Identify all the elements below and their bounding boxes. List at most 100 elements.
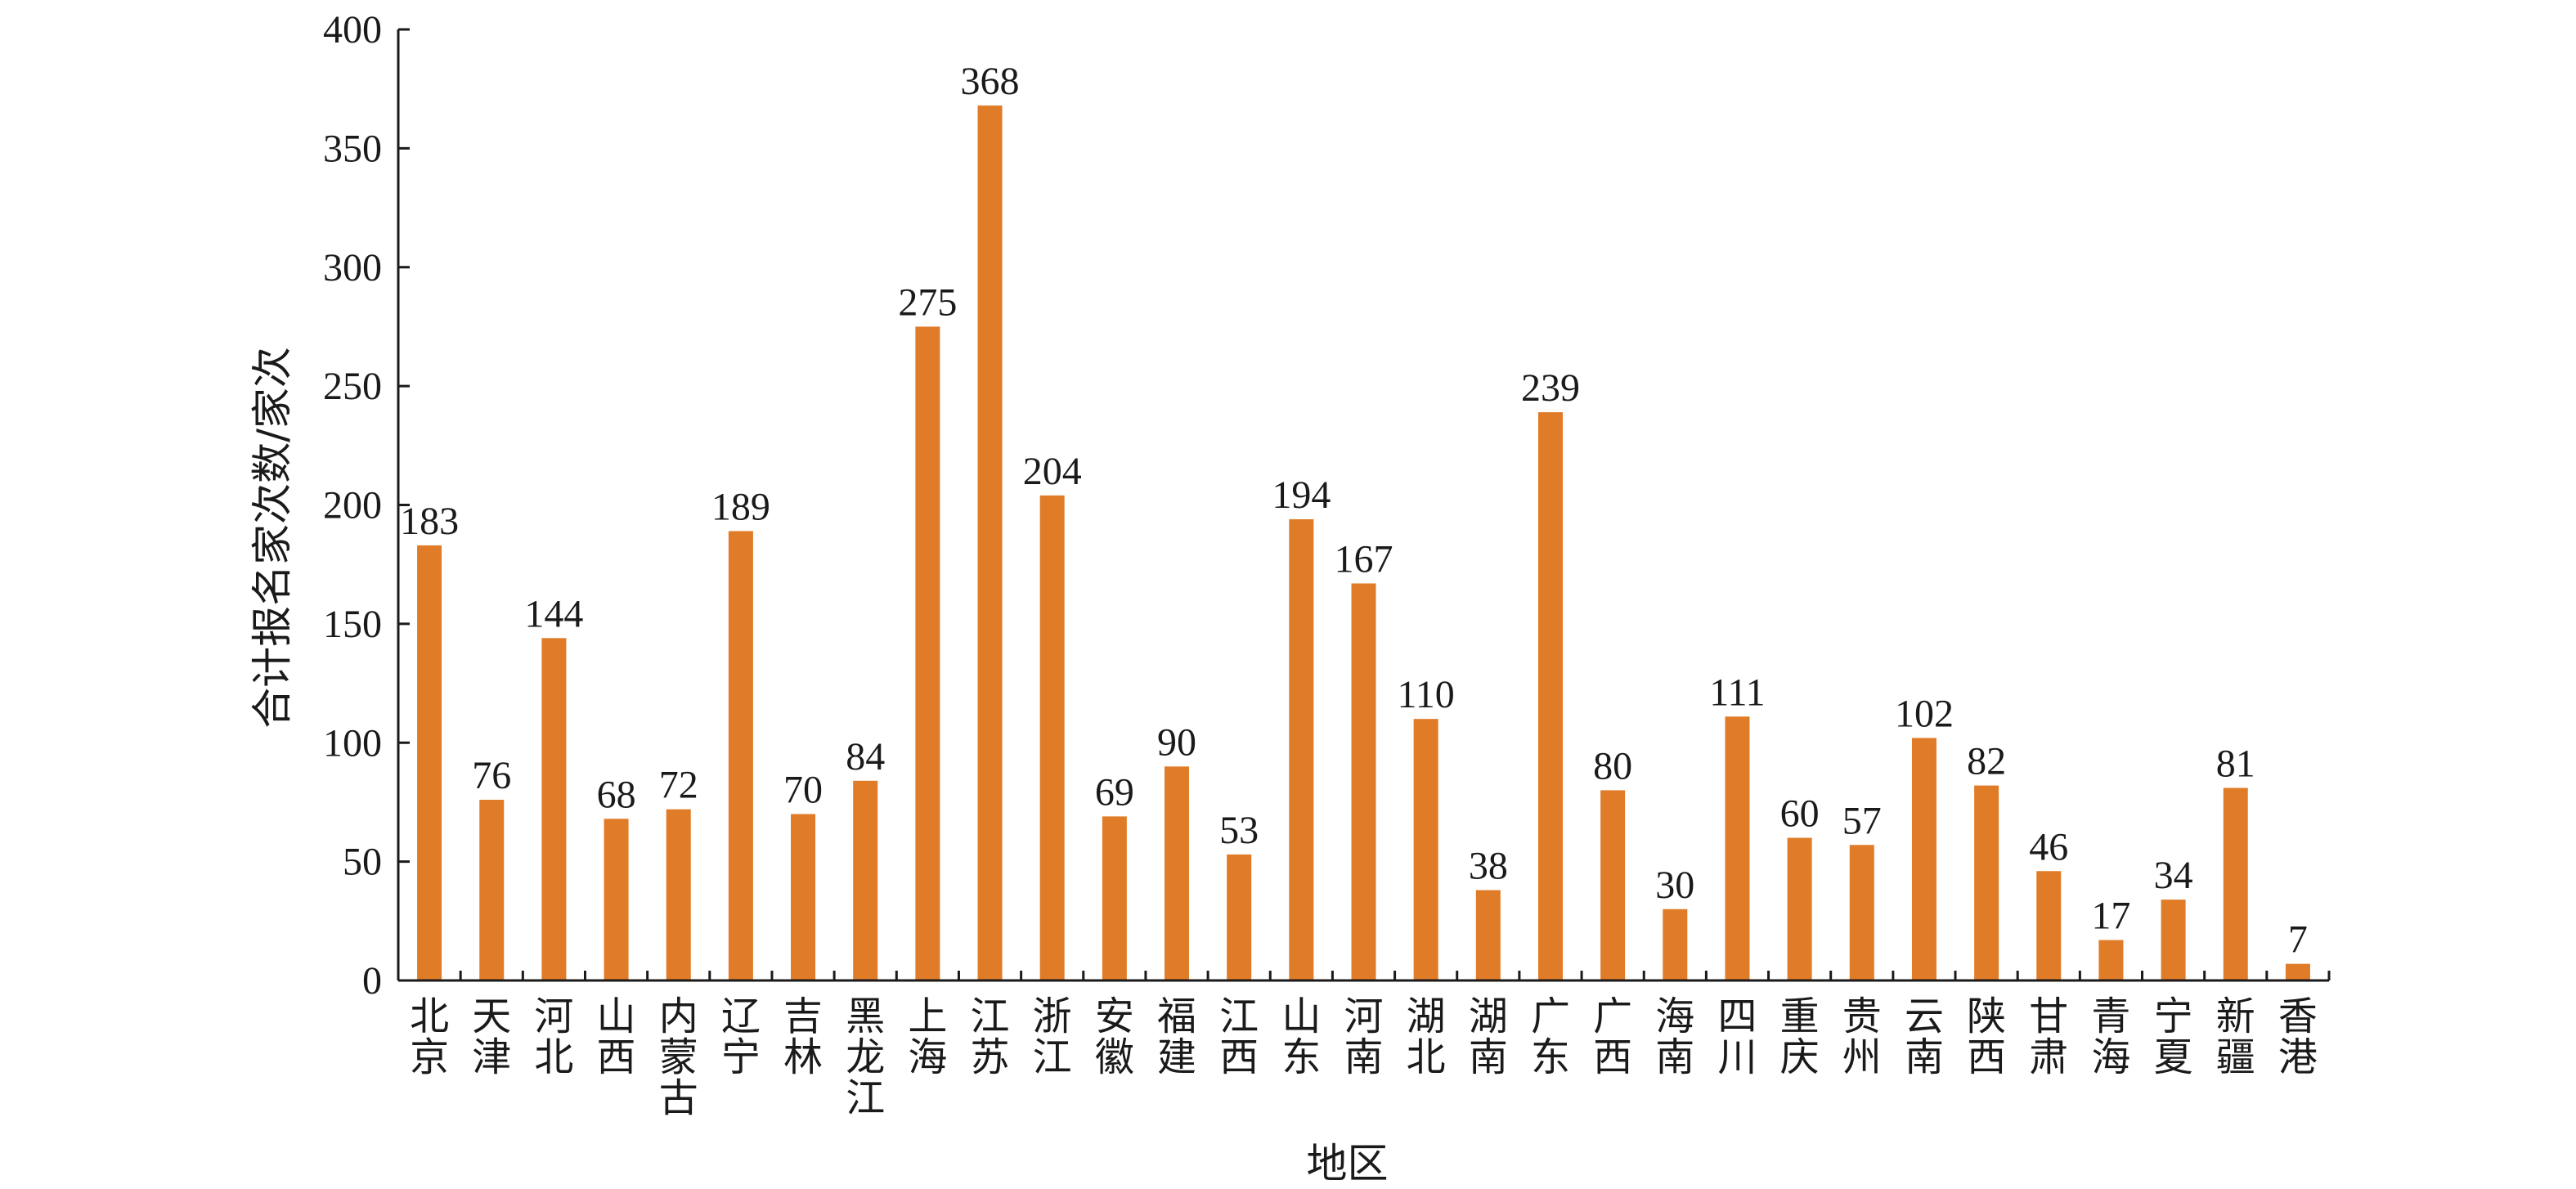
data-label: 38 — [1469, 845, 1508, 888]
bar — [1102, 816, 1127, 980]
y-tick-label: 200 — [323, 484, 382, 527]
data-label: 70 — [783, 768, 823, 811]
category-label: 天津 — [472, 994, 511, 1080]
category-label: 江苏 — [971, 994, 1010, 1080]
y-tick-label: 0 — [362, 959, 382, 1003]
bar — [541, 638, 567, 980]
bar — [2285, 963, 2310, 980]
y-tick-label: 150 — [323, 603, 382, 646]
category-label: 贵州 — [1842, 994, 1882, 1080]
bar — [1725, 716, 1750, 980]
data-label: 183 — [400, 500, 459, 543]
category-label: 辽宁 — [721, 994, 761, 1080]
data-label: 46 — [2029, 825, 2068, 868]
category-label: 宁夏 — [2154, 994, 2193, 1080]
data-label: 275 — [898, 280, 957, 324]
category-label: 浙江 — [1033, 994, 1072, 1080]
data-label: 34 — [2154, 854, 2193, 897]
data-label: 194 — [1272, 473, 1331, 517]
data-label: 204 — [1023, 450, 1082, 493]
data-label: 81 — [2216, 742, 2255, 785]
category-label: 山东 — [1281, 994, 1321, 1080]
bar — [1974, 785, 1999, 980]
data-label: 167 — [1335, 537, 1393, 581]
bar — [1039, 495, 1065, 980]
data-label: 368 — [961, 60, 1020, 103]
bar — [2036, 871, 2062, 980]
data-label: 17 — [2091, 895, 2130, 938]
category-label: 新疆 — [2216, 994, 2255, 1080]
bar — [1165, 766, 1190, 980]
category-label: 广西 — [1593, 994, 1632, 1080]
data-label: 82 — [1967, 740, 2006, 783]
data-label: 239 — [1521, 366, 1580, 410]
bar — [2223, 787, 2248, 980]
data-label: 189 — [711, 485, 770, 528]
data-label: 60 — [1780, 792, 1820, 836]
bar — [791, 814, 816, 980]
category-label: 上海 — [908, 994, 947, 1080]
bar — [417, 545, 442, 980]
data-label: 90 — [1157, 720, 1196, 764]
category-label: 海南 — [1655, 994, 1694, 1080]
category-label: 黑龙江 — [846, 994, 885, 1121]
data-label: 7 — [2288, 918, 2308, 962]
bar — [915, 326, 940, 980]
category-label: 青海 — [2091, 994, 2130, 1080]
bar — [1475, 890, 1501, 980]
bar — [666, 809, 691, 980]
data-label: 80 — [1593, 744, 1632, 787]
category-label: 北京 — [410, 994, 449, 1080]
bar — [1413, 719, 1438, 980]
bar — [1663, 909, 1688, 980]
bar — [604, 819, 629, 980]
category-label: 香港 — [2278, 994, 2318, 1080]
y-axis-title: 合计报名家次数/家次 — [249, 347, 296, 729]
y-tick-label: 100 — [323, 721, 382, 765]
bar — [1911, 738, 1936, 980]
y-tick-label: 400 — [323, 8, 382, 52]
data-label: 72 — [659, 764, 698, 807]
y-tick-label: 50 — [343, 841, 382, 884]
data-label: 57 — [1842, 799, 1882, 842]
bar — [1227, 854, 1252, 980]
bar — [728, 531, 753, 980]
data-label: 30 — [1655, 864, 1694, 907]
category-label: 湖南 — [1469, 994, 1508, 1080]
category-label: 安徽 — [1095, 994, 1134, 1080]
category-label: 河南 — [1344, 994, 1383, 1080]
data-label: 53 — [1219, 809, 1259, 852]
y-tick-label: 300 — [323, 246, 382, 289]
bar — [1787, 837, 1812, 980]
data-label: 110 — [1398, 673, 1455, 716]
bar — [2161, 900, 2186, 980]
y-tick-label: 350 — [323, 127, 382, 170]
data-label: 76 — [472, 754, 511, 797]
bar — [1537, 412, 1563, 980]
category-label: 陕西 — [1967, 994, 2006, 1080]
bar — [479, 800, 505, 980]
bar — [2098, 940, 2124, 980]
data-label: 84 — [846, 735, 885, 778]
bars — [417, 105, 2310, 980]
bar — [853, 780, 878, 980]
bar — [1849, 845, 1874, 980]
y-tick-label: 250 — [323, 365, 382, 408]
category-label: 江西 — [1219, 994, 1259, 1080]
category-label: 湖北 — [1407, 994, 1446, 1080]
data-label: 111 — [1709, 671, 1765, 714]
bar — [1351, 583, 1376, 980]
y-axis-ticks: 0 50 100 150 200 250 300 350 400 — [323, 8, 410, 1003]
bar — [1289, 518, 1314, 980]
x-axis-title: 地区 — [1307, 1140, 1389, 1187]
data-label: 102 — [1895, 692, 1954, 735]
category-label: 甘肃 — [2029, 994, 2068, 1080]
data-label: 144 — [524, 592, 583, 635]
bar — [1600, 790, 1626, 980]
category-label: 吉林 — [783, 994, 823, 1080]
category-label: 福建 — [1157, 994, 1196, 1080]
category-label: 广东 — [1531, 994, 1570, 1080]
category-labels: 北京天津河北山西内蒙古辽宁吉林黑龙江上海江苏浙江安徽福建江西山东河南湖北湖南广东… — [410, 971, 2331, 1121]
bar — [977, 105, 1003, 980]
